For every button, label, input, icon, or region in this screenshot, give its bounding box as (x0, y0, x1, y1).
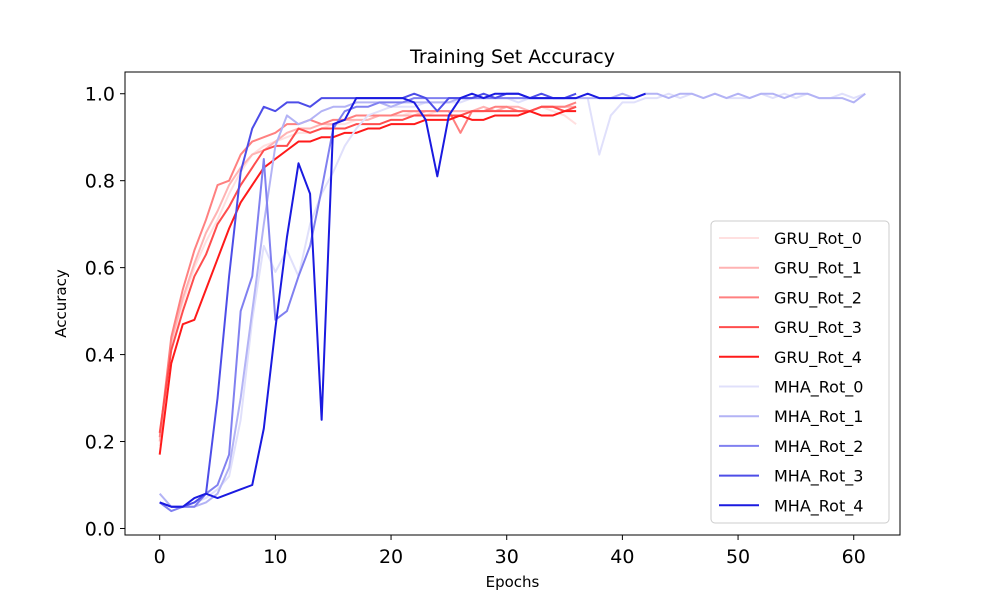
legend: GRU_Rot_0 GRU_Rot_1 GRU_Rot_2 GRU_Rot_3 GRU_… (710, 220, 890, 524)
series-layer (158, 92, 866, 513)
legend-label: GRU_Rot_3 (774, 318, 862, 338)
series-line-gru-rot-2 (158, 101, 577, 438)
x-tick-label: 40 (610, 546, 634, 568)
y-axis: 0.0 0.2 0.4 0.6 0.8 1.0 (85, 84, 125, 540)
y-tick-label: 1.0 (85, 84, 115, 106)
legend-label: GRU_Rot_4 (774, 348, 862, 368)
legend-label: MHA_Rot_3 (774, 467, 863, 487)
y-axis-label: Accuracy (52, 269, 70, 338)
y-tick-label: 0.4 (85, 345, 115, 367)
y-tick-label: 0.8 (85, 171, 115, 193)
x-tick-label: 50 (726, 546, 750, 568)
y-tick-label: 0.0 (85, 518, 115, 540)
series-line-mha-rot-2 (159, 97, 577, 513)
legend-label: MHA_Rot_4 (774, 496, 863, 516)
legend-label: MHA_Rot_0 (774, 378, 863, 398)
x-tick-label: 20 (379, 546, 403, 568)
y-tick-label: 0.6 (85, 258, 115, 280)
x-axis-label: Epochs (486, 573, 540, 591)
plot-area (124, 71, 901, 536)
series-line-mha-rot-3 (159, 92, 577, 508)
x-axis: 0 10 20 30 40 50 60 (154, 535, 866, 568)
x-tick-label: 0 (154, 546, 166, 568)
series-line-gru-rot-4 (158, 110, 577, 455)
x-tick-label: 30 (495, 546, 519, 568)
series-line-gru-rot-1 (158, 105, 577, 442)
chart-title: Training Set Accuracy (409, 46, 615, 68)
plot-frame (124, 71, 901, 536)
legend-label: GRU_Rot_2 (774, 288, 862, 308)
x-tick-label: 60 (842, 546, 866, 568)
legend-label: MHA_Rot_2 (774, 437, 863, 457)
series-line-gru-rot-0 (158, 105, 577, 446)
series-line-gru-rot-3 (158, 105, 577, 433)
series-line-mha-rot-4 (159, 92, 646, 508)
legend-items: GRU_Rot_0 GRU_Rot_1 GRU_Rot_2 GRU_Rot_3 GRU_… (719, 229, 863, 516)
x-tick-label: 10 (263, 546, 287, 568)
legend-label: MHA_Rot_1 (774, 407, 863, 427)
legend-label: GRU_Rot_0 (774, 229, 862, 249)
y-tick-label: 0.2 (85, 432, 115, 454)
legend-label: GRU_Rot_1 (774, 259, 862, 279)
